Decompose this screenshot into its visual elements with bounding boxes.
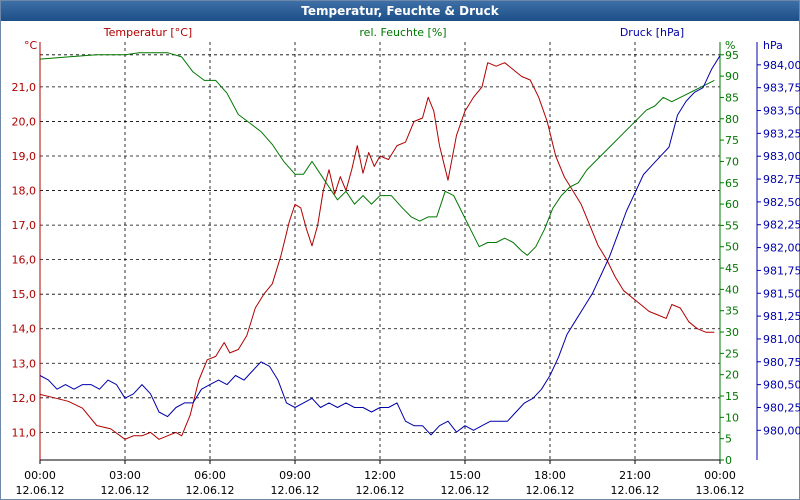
humidity-tick-label: 75 <box>725 134 739 147</box>
humidity-tick-label: 25 <box>725 347 739 360</box>
pressure-tick-label: 982,25 <box>763 219 800 232</box>
humidity-tick-label: 15 <box>725 390 739 403</box>
pressure-tick-label: 981,00 <box>763 333 800 346</box>
humidity-tick-label: 35 <box>725 305 739 318</box>
humidity-tick-label: 50 <box>725 241 739 254</box>
pressure-series-line <box>39 55 721 436</box>
pressure-tick-label: 980,50 <box>763 379 800 392</box>
humidity-tick-label: 0 <box>725 454 732 467</box>
x-tick-time: 09:00 <box>279 469 311 482</box>
humidity-tick-label: 10 <box>725 411 739 424</box>
x-tick-date: 12.06.12 <box>101 484 150 497</box>
pressure-tick-label: 983,00 <box>763 150 800 163</box>
pressure-tick-label: 982,00 <box>763 242 800 255</box>
pressure-tick-label: 981,50 <box>763 287 800 300</box>
pressure-tick-label: 982,75 <box>763 173 800 186</box>
x-tick-date: 12.06.12 <box>526 484 575 497</box>
pressure-tick-label: 983,25 <box>763 127 800 140</box>
humidity-series-line <box>39 52 715 256</box>
humidity-tick-label: 5 <box>725 433 732 446</box>
x-tick-date: 13.06.12 <box>696 484 745 497</box>
x-tick-time: 18:00 <box>534 469 566 482</box>
temperature-legend: Temperatur [°C] <box>103 26 192 39</box>
pressure-tick-label: 984,00 <box>763 59 800 72</box>
pressure-tick-label: 980,00 <box>763 424 800 437</box>
humidity-tick-label: 45 <box>725 262 739 275</box>
pressure-tick-label: 980,25 <box>763 401 800 414</box>
x-tick-date: 12.06.12 <box>186 484 235 497</box>
x-tick-date: 12.06.12 <box>611 484 660 497</box>
x-tick-time: 00:00 <box>24 469 56 482</box>
x-tick-date: 12.06.12 <box>441 484 490 497</box>
temperature-tick-label: 18,0 <box>12 185 37 198</box>
temperature-tick-label: 12,0 <box>12 392 37 405</box>
pressure-tick-label: 983,75 <box>763 82 800 95</box>
x-tick-time: 03:00 <box>109 469 141 482</box>
x-tick-time: 15:00 <box>449 469 481 482</box>
temperature-tick-label: 21,0 <box>12 81 37 94</box>
x-tick-time: 12:00 <box>364 469 396 482</box>
humidity-tick-label: 65 <box>725 177 739 190</box>
pressure-tick-label: 981,25 <box>763 310 800 323</box>
pressure-tick-label: 981,75 <box>763 264 800 277</box>
humidity-tick-label: 40 <box>725 283 739 296</box>
temperature-tick-label: 13,0 <box>12 357 37 370</box>
chart-title: Temperatur, Feuchte & Druck <box>1 1 799 21</box>
temperature-tick-label: 20,0 <box>12 115 37 128</box>
temperature-unit: °C <box>24 39 38 52</box>
pressure-tick-label: 980,75 <box>763 356 800 369</box>
temperature-tick-label: 11,0 <box>12 426 37 439</box>
humidity-tick-label: 55 <box>725 219 739 232</box>
humidity-tick-label: 20 <box>725 369 739 382</box>
temperature-tick-label: 16,0 <box>12 254 37 267</box>
x-tick-time: 06:00 <box>194 469 226 482</box>
x-tick-date: 12.06.12 <box>16 484 65 497</box>
humidity-tick-label: 95 <box>725 49 739 62</box>
pressure-unit: hPa <box>763 39 783 52</box>
pressure-tick-label: 983,50 <box>763 105 800 118</box>
temperature-tick-label: 17,0 <box>12 219 37 232</box>
pressure-tick-label: 982,50 <box>763 196 800 209</box>
x-tick-date: 12.06.12 <box>271 484 320 497</box>
x-tick-date: 12.06.12 <box>356 484 405 497</box>
x-tick-time: 00:00 <box>704 469 736 482</box>
temperature-series-line <box>39 62 715 440</box>
temperature-tick-label: 19,0 <box>12 150 37 163</box>
humidity-legend: rel. Feuchte [%] <box>359 26 446 39</box>
humidity-tick-label: 80 <box>725 113 739 126</box>
humidity-tick-label: 60 <box>725 198 739 211</box>
temperature-tick-label: 15,0 <box>12 288 37 301</box>
humidity-tick-label: 90 <box>725 70 739 83</box>
humidity-tick-label: 30 <box>725 326 739 339</box>
humidity-unit: % <box>725 39 735 52</box>
humidity-tick-label: 70 <box>725 155 739 168</box>
pressure-legend: Druck [hPa] <box>620 26 684 39</box>
humidity-tick-label: 85 <box>725 91 739 104</box>
temperature-tick-label: 14,0 <box>12 323 37 336</box>
x-tick-time: 21:00 <box>619 469 651 482</box>
